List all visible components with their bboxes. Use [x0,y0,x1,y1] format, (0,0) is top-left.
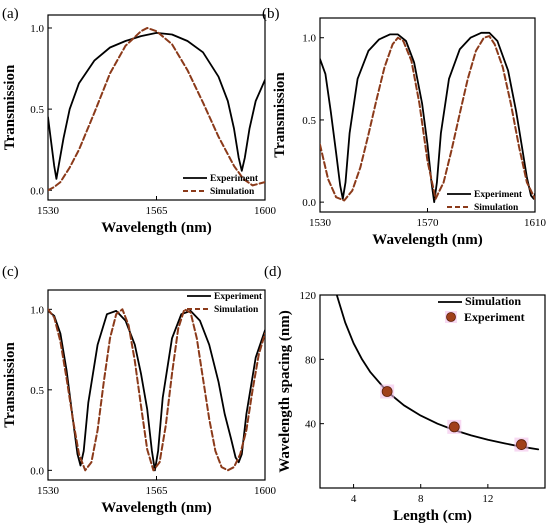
x-tick-label: 1610 [524,217,547,229]
y-tick-label: 0.5 [30,385,44,397]
y-tick-label: 1.0 [30,304,44,316]
plot-area [48,308,265,472]
x-tick-label: 1530 [37,485,60,497]
legend-label: Simulation [214,305,259,315]
legend-label: Simulation [465,294,521,308]
series-line-simulation [320,35,535,202]
plot-frame [319,294,546,489]
series-line-simulation [48,308,265,472]
y-tick-label: 1.0 [302,33,316,45]
legend-label: Experiment [474,190,523,200]
panel-label: (b) [262,6,280,22]
data-point [516,439,527,450]
x-tick-label: 8 [418,493,424,505]
legend-swatch [446,312,456,322]
legend-label: Experiment [464,310,525,324]
panel-label: (a) [2,6,19,22]
legend-label: Experiment [214,292,263,302]
plot-frame [47,14,266,201]
panel-d: (d)4812164080120Length (cm)Wavelength sp… [264,264,550,524]
x-tick-label: 1530 [37,205,60,217]
y-tick-label: 40 [305,419,317,431]
legend-label: Simulation [474,203,519,213]
plot-area [320,31,535,204]
y-axis-label: Transmission [272,72,288,158]
x-tick-label: 1570 [417,217,440,229]
y-tick-label: 80 [305,354,317,366]
y-tick-label: 0.0 [30,185,44,197]
legend-label: Experiment [210,174,259,184]
panel-b: (b) 1530 1570 1610 0.0 0.5 1.0 Wavelength (nm) T… [262,6,547,248]
y-axis-label: Wavelength spacing (nm) [277,310,293,473]
x-tick-label: 1600 [254,485,277,497]
y-axis-label: Transmission [2,64,18,150]
x-tick-label: 12 [482,493,493,505]
x-axis-label: Length (cm) [393,508,472,524]
series-line-simulation [335,295,540,451]
y-tick-label: 1.0 [30,23,44,35]
x-tick-label: 1530 [309,217,332,229]
series-line-simulation [48,27,265,192]
x-axis-label: Wavelength (nm) [101,220,211,236]
legend: Simulation Experiment [438,294,525,324]
x-axis-label: Wavelength (nm) [101,500,211,516]
x-tick-label: 1565 [146,205,169,217]
legend-label: Simulation [210,187,255,197]
plot-area [48,27,265,192]
x-tick-label: 1600 [254,205,277,217]
y-axis-label: Transmission [2,342,18,428]
y-tick-label: 0.5 [30,104,44,116]
panel-a: (a) 1530 1565 1600 0.0 0.5 1.0 Wavelength (nm) T… [2,6,277,236]
plot-area [335,295,540,452]
series-line-experiment [48,32,265,180]
x-tick-label: 4 [351,493,357,505]
data-point [381,386,393,397]
series-line-experiment [320,31,535,204]
legend: Experiment Simulation [187,292,263,315]
panel-label: (c) [2,264,19,280]
data-point [448,421,460,433]
series-line-experiment [48,309,265,472]
panel-c: (c) 1530 1565 1600 0.0 0.5 1.0 Wavelength (nm) T… [2,264,277,516]
legend: Experiment Simulation [447,190,523,213]
y-tick-label: 0.0 [302,197,316,209]
panel-label: (d) [264,264,282,280]
x-axis-label: Wavelength (nm) [372,232,482,248]
y-tick-label: 0.5 [302,115,316,127]
x-tick-label: 1565 [146,485,169,497]
plot-frame [47,289,266,481]
y-tick-label: 0.0 [30,465,44,477]
y-tick-label: 120 [300,290,317,302]
legend: Experiment Simulation [183,174,259,197]
